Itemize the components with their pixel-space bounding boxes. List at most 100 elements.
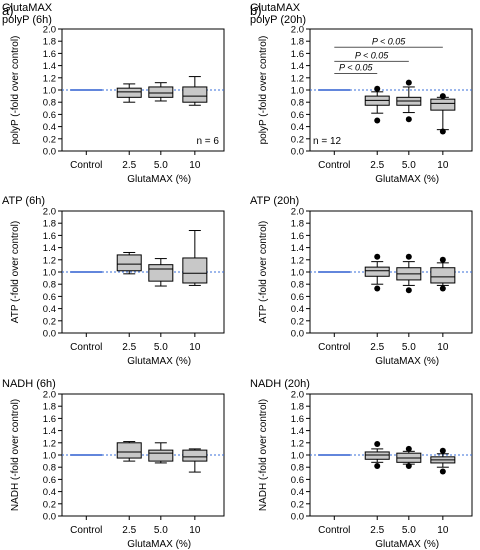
x-tick-label: 10 [437,525,449,536]
box [430,98,456,111]
x-tick-label: Control [318,160,350,171]
x-tick-label: 5.0 [154,525,168,536]
box [148,449,174,462]
y-tick-label: 0.0 [43,147,56,158]
y-tick-label: 1.2 [291,255,304,266]
y-tick-label: 0.2 [291,134,304,145]
outlier-point [405,462,412,469]
y-tick-label: 0.2 [43,134,56,145]
y-axis-label: NADH (-fold over control) [258,399,269,511]
y-tick-label: 2.0 [43,25,56,36]
y-tick-label: 0.8 [291,98,304,109]
box [182,449,208,462]
y-tick-label: 0.4 [291,487,304,498]
y-tick-label: 1.4 [43,61,56,72]
x-tick-label: 5.0 [154,160,168,171]
y-tick-label: 0.2 [291,316,304,327]
x-axis-label: GlutaMAX (%) [127,174,191,185]
y-tick-label: 0.0 [43,329,56,340]
y-tick-label: 1.0 [291,86,304,97]
y-tick-label: 0.6 [43,475,56,486]
y-tick-label: 0.4 [43,304,56,315]
y-tick-label: 0.2 [43,499,56,510]
n-label: n = 6 [196,136,219,147]
x-tick-label: 5.0 [402,160,416,171]
outlier-point [374,462,381,469]
y-tick-label: 0.6 [291,292,304,303]
x-tick-label: 5.0 [402,342,416,353]
outlier-point [374,117,381,124]
y-tick-label: 0.6 [291,475,304,486]
chart-title: polyP (20h) [250,14,306,26]
chart-title: NADH (20h) [250,378,310,390]
y-axis-label: ATP (-fold over control) [258,221,269,323]
y-tick-label: 1.8 [291,37,304,48]
outlier-point [374,441,381,448]
chart-atp-6h: ATP (6h)0.00.20.40.60.81.01.21.41.61.82.… [2,195,225,367]
x-tick-label: 2.5 [122,525,136,536]
chart-nadh-20h: NADH (20h) 0.0 0.20.40.60.81.0 1.21.41.61.8… [250,378,473,550]
outlier-point [439,447,446,454]
y-tick-label: 1.2 [43,73,56,84]
x-tick-label: 10 [189,525,201,536]
x-axis-label: GlutaMAX (%) [375,356,439,367]
y-axis-label: NADH (-fold over control) [10,399,21,511]
box [148,264,174,282]
y-axis-label: polyP (-fold over control) [10,36,21,145]
y-tick-label: 0.0 [291,512,304,523]
box [116,442,142,459]
box [430,267,456,284]
significance-label: P < 0.05 [339,63,373,73]
n-label: n = 12 [313,136,342,147]
x-tick-label: Control [318,342,350,353]
box [148,86,174,98]
chart-title: GlutaMAX [250,2,301,14]
y-tick-label: 2.0 [291,390,304,401]
significance-label: P < 0.05 [372,36,406,46]
x-tick-label: 5.0 [402,525,416,536]
x-axis-label: GlutaMAX (%) [375,539,439,550]
x-tick-label: Control [70,160,102,171]
box [182,86,208,103]
outlier-point [405,287,412,294]
y-tick-label: 1.4 [43,426,56,437]
y-tick-label: 0.8 [43,98,56,109]
y-tick-label: 0.8 [291,280,304,291]
x-tick-label: 2.5 [122,342,136,353]
y-tick-label: 1.6 [291,49,304,60]
x-tick-label: 2.5 [122,160,136,171]
y-tick-label: 1.2 [291,438,304,449]
x-tick-label: 2.5 [370,342,384,353]
panel-label-a: a) [2,3,14,18]
y-tick-label: 1.0 [291,268,304,279]
y-tick-label: 1.0 [291,451,304,462]
significance-label: P < 0.05 [355,50,389,60]
chart-title: GlutaMAX [2,2,53,14]
y-tick-label: 2.0 [291,207,304,218]
y-tick-label: 1.0 [43,86,56,97]
outlier-point [405,445,412,452]
outlier-point [405,79,412,86]
outlier-point [374,253,381,260]
y-tick-label: 0.4 [43,122,56,133]
chart-title: ATP (20h) [250,195,299,207]
y-tick-label: 1.8 [43,402,56,413]
y-tick-label: 2.0 [291,25,304,36]
x-tick-label: 10 [437,160,449,171]
outlier-point [439,93,446,100]
y-tick-label: 1.8 [291,219,304,230]
chart-title: NADH (6h) [2,378,56,390]
y-tick-label: 0.0 [43,512,56,523]
x-tick-label: 5.0 [154,342,168,353]
y-tick-label: 0.0 [291,329,304,340]
chart-title: ATP (6h) [2,195,45,207]
outlier-point [374,85,381,92]
y-axis-label: polyP (-fold over control) [258,36,269,145]
box [364,451,390,460]
y-tick-label: 0.8 [43,280,56,291]
x-tick-label: Control [70,342,102,353]
box [364,266,390,277]
